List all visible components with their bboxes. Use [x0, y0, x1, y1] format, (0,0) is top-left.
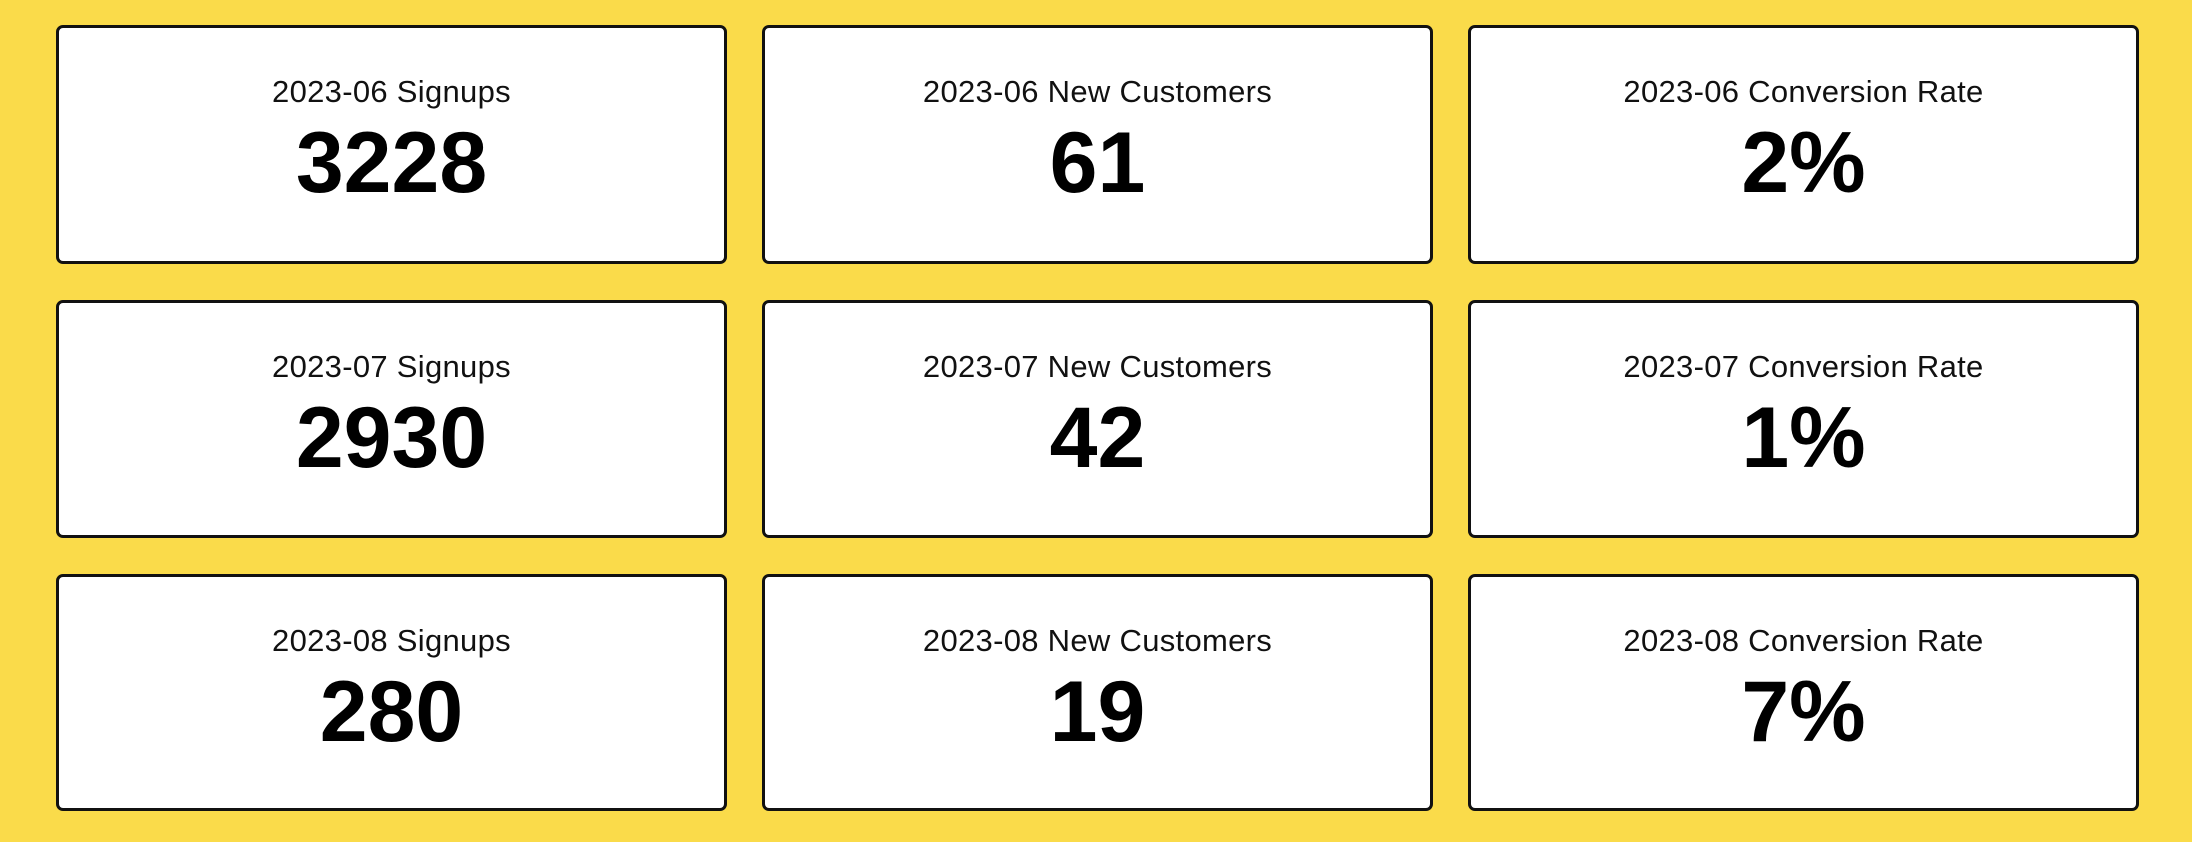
metric-card: 2023-08 New Customers 19	[762, 574, 1433, 811]
metric-label: 2023-08 Conversion Rate	[1623, 623, 1984, 658]
metric-label: 2023-06 Conversion Rate	[1623, 74, 1984, 109]
metric-label: 2023-08 Signups	[272, 623, 511, 658]
metric-value: 2930	[295, 390, 488, 486]
metric-card: 2023-08 Signups 280	[56, 574, 727, 811]
metric-value: 7%	[1741, 664, 1866, 760]
metric-card: 2023-06 New Customers 61	[762, 25, 1433, 264]
metric-value: 61	[1049, 115, 1146, 211]
metric-card: 2023-08 Conversion Rate 7%	[1468, 574, 2139, 811]
metric-label: 2023-07 New Customers	[922, 349, 1273, 384]
metric-card: 2023-06 Signups 3228	[56, 25, 727, 264]
metric-card: 2023-07 Conversion Rate 1%	[1468, 300, 2139, 538]
metric-card: 2023-06 Conversion Rate 2%	[1468, 25, 2139, 264]
metric-value: 2%	[1741, 115, 1866, 211]
metric-value: 3228	[295, 115, 488, 211]
metric-value: 280	[319, 664, 464, 760]
metric-label: 2023-08 New Customers	[922, 623, 1273, 658]
metric-label: 2023-07 Conversion Rate	[1623, 349, 1984, 384]
metric-value: 1%	[1741, 390, 1866, 486]
metric-label: 2023-07 Signups	[272, 349, 511, 384]
metric-label: 2023-06 New Customers	[922, 74, 1273, 109]
metric-value: 19	[1049, 664, 1146, 760]
metric-card: 2023-07 Signups 2930	[56, 300, 727, 538]
metrics-grid: 2023-06 Signups 3228 2023-06 New Customers…	[56, 25, 2139, 811]
metric-value: 42	[1049, 390, 1146, 486]
metric-card: 2023-07 New Customers 42	[762, 300, 1433, 538]
metric-label: 2023-06 Signups	[272, 74, 511, 109]
